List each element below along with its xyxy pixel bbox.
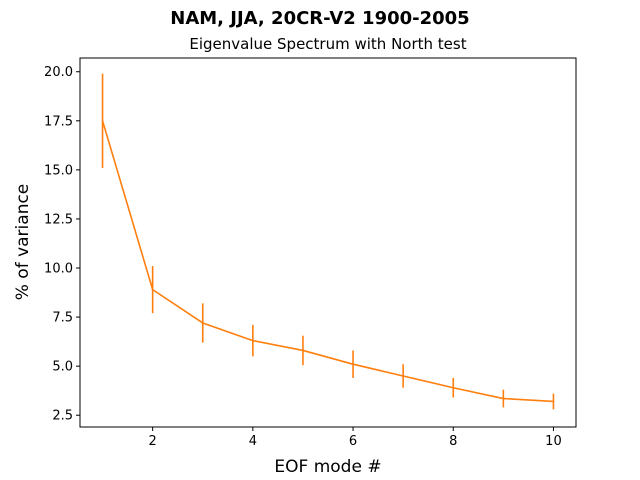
y-axis-label: % of variance [13,184,33,301]
series-line [101,120,554,403]
y-tick-label: 5.0 [52,360,73,375]
data-point [252,339,254,342]
data-point [302,349,304,352]
x-axis: 2 4 6 8 10 [149,427,562,449]
y-tick-label: 20.0 [44,65,73,80]
data-point [101,120,104,122]
x-tick-label: 2 [149,434,157,449]
series-layer [101,73,555,410]
x-tick-label: 8 [449,434,457,449]
y-tick-label: 15.0 [44,163,73,178]
chart-title: NAM, JJA, 20CR-V2 1900-2005 [170,8,469,29]
plot-area [80,58,576,427]
y-tick-label: 2.5 [52,409,73,424]
y-tick-label: 17.5 [44,114,73,129]
data-point [402,375,404,377]
data-point [201,322,204,324]
data-point [352,363,354,365]
chart-subtitle: Eigenvalue Spectrum with North test [189,35,466,53]
data-point [452,386,455,389]
y-tick-label: 12.5 [44,212,73,227]
data-point [502,397,505,400]
data-point [151,288,154,291]
x-tick-label: 4 [249,434,257,449]
x-tick-label: 6 [349,434,357,449]
y-tick-label: 10.0 [44,262,73,277]
x-axis-label: EOF mode # [274,457,381,477]
data-point [552,400,555,403]
x-tick-label: 10 [545,434,562,449]
plot-frame [79,57,577,428]
y-axis: 2.5 5.0 7.5 10.0 12.5 15.0 17.5 20.0 [44,65,80,424]
y-tick-label: 7.5 [52,311,73,326]
